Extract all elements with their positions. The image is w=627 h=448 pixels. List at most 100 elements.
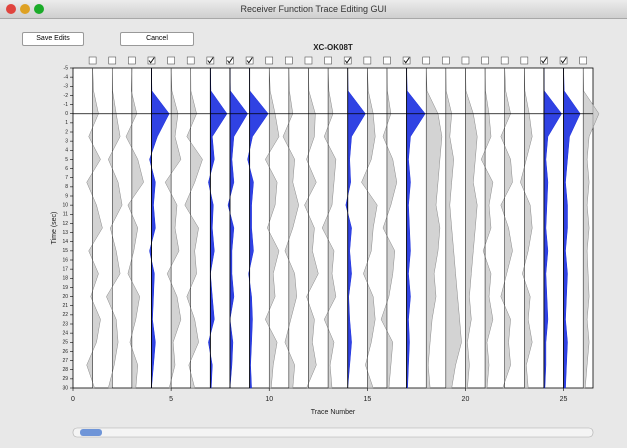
- y-tick-label: 7: [65, 175, 68, 181]
- trace-waveform: [208, 67, 228, 389]
- scrollbar[interactable]: [72, 427, 594, 438]
- trace-checkbox[interactable]: [304, 56, 313, 65]
- trace-waveform: [86, 67, 103, 389]
- trace-checkbox[interactable]: [343, 56, 352, 65]
- trace-checkbox[interactable]: [285, 56, 293, 65]
- trace-waveform: [500, 67, 513, 389]
- y-tick-label: 22: [62, 312, 68, 318]
- trace-waveform: [304, 67, 319, 389]
- trace-waveform: [149, 67, 170, 389]
- trace-waveform: [164, 67, 182, 389]
- y-tick-label: 21: [62, 303, 68, 309]
- minimize-button[interactable]: [20, 4, 30, 14]
- x-tick-label: 10: [265, 396, 273, 403]
- checkmark: [344, 57, 351, 64]
- close-button[interactable]: [6, 4, 16, 14]
- trace-checkbox[interactable]: [461, 56, 470, 65]
- trace-checkbox[interactable]: [442, 56, 450, 65]
- trace-waveform: [465, 67, 478, 389]
- checkmark: [227, 57, 234, 64]
- y-tick-label: 6: [65, 166, 68, 172]
- x-tick-label: 20: [462, 396, 470, 403]
- trace-waveform: [361, 67, 378, 389]
- y-tick-label: 14: [62, 239, 68, 245]
- y-tick-label: -1: [64, 102, 69, 108]
- y-tick-label: 3: [65, 138, 68, 144]
- save-button[interactable]: Save Edits: [22, 32, 84, 46]
- trace-checkbox[interactable]: [500, 56, 509, 65]
- trace-checkbox[interactable]: [579, 56, 587, 65]
- trace-waveform: [480, 67, 494, 389]
- trace-checkbox[interactable]: [88, 56, 97, 65]
- y-tick-label: 26: [62, 349, 68, 355]
- x-axis-label: Trace Number: [311, 409, 356, 416]
- trace-checkbox[interactable]: [402, 56, 411, 65]
- y-tick-label: 4: [65, 148, 68, 154]
- trace-checkbox[interactable]: [167, 56, 175, 65]
- y-tick-label: 2: [65, 129, 68, 135]
- trace-checkbox[interactable]: [481, 56, 489, 65]
- trace-checkbox[interactable]: [520, 56, 529, 65]
- trace-checkbox[interactable]: [265, 56, 274, 65]
- trace-waveform: [184, 67, 203, 389]
- y-tick-label: 24: [62, 330, 68, 336]
- trace-checkbox[interactable]: [147, 56, 156, 65]
- trace-waveform: [265, 67, 280, 389]
- y-tick-label: 10: [62, 202, 68, 208]
- y-tick-label: 20: [62, 294, 68, 300]
- cancel-button[interactable]: Cancel: [120, 32, 194, 46]
- y-tick-label: 0: [65, 111, 68, 117]
- y-tick-label: 5: [65, 157, 68, 163]
- y-tick-label: 13: [62, 230, 68, 236]
- checkmark: [560, 57, 567, 64]
- trace-waveform: [406, 67, 426, 389]
- trace-waveform: [425, 67, 443, 389]
- y-tick-label: -4: [64, 74, 69, 80]
- y-tick-label: 23: [62, 321, 68, 327]
- trace-waveform: [445, 67, 462, 389]
- checkmark: [207, 57, 214, 64]
- trace-checkbox[interactable]: [108, 56, 117, 65]
- y-tick-label: 28: [62, 367, 68, 373]
- y-tick-label: 19: [62, 285, 68, 291]
- scroll-thumb[interactable]: [80, 429, 102, 436]
- checkmark: [148, 57, 155, 64]
- y-tick-label: 27: [62, 358, 68, 364]
- trace-checkbox[interactable]: [363, 56, 372, 65]
- zoom-button[interactable]: [34, 4, 44, 14]
- y-tick-label: -3: [64, 84, 69, 90]
- y-tick-label: 17: [62, 266, 68, 272]
- trace-checkbox[interactable]: [226, 56, 234, 65]
- trace-checkbox[interactable]: [324, 56, 332, 65]
- y-axis-label: Time (sec): [51, 212, 58, 245]
- trace-waveform: [380, 67, 398, 389]
- trace-checkbox[interactable]: [186, 56, 195, 65]
- y-tick-label: 8: [65, 184, 68, 190]
- trace-checkbox[interactable]: [422, 56, 431, 65]
- checkmark: [403, 57, 410, 64]
- trace-waveform: [106, 67, 123, 389]
- x-tick-label: 0: [71, 396, 75, 403]
- y-tick-label: 18: [62, 276, 68, 282]
- trace-checkbox[interactable]: [383, 56, 391, 65]
- y-tick-label: -2: [64, 93, 69, 99]
- y-tick-label: 12: [62, 221, 68, 227]
- trace-checkbox[interactable]: [245, 56, 254, 65]
- trace-checkbox[interactable]: [559, 56, 568, 65]
- y-tick-label: 11: [63, 212, 68, 218]
- trace-checkbox[interactable]: [206, 56, 215, 65]
- y-tick-label: -5: [64, 65, 69, 71]
- trace-checkbox[interactable]: [540, 56, 548, 65]
- y-tick-label: 16: [62, 257, 68, 263]
- window-title: Receiver Function Trace Editing GUI: [240, 4, 387, 14]
- trace-waveform: [563, 67, 581, 389]
- trace-checkbox[interactable]: [128, 56, 136, 65]
- title-bar: Receiver Function Trace Editing GUI: [0, 0, 627, 19]
- trace-waveform: [227, 67, 248, 389]
- trace-waveform: [582, 67, 600, 389]
- trace-waveform: [520, 67, 533, 389]
- x-tick-label: 25: [560, 396, 568, 403]
- trace-waveform: [125, 67, 144, 389]
- x-tick-label: 5: [169, 396, 173, 403]
